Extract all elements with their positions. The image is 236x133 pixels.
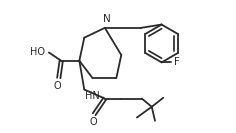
Text: O: O [53, 81, 61, 91]
Text: N: N [103, 14, 111, 24]
Text: HN: HN [85, 91, 100, 101]
Text: HO: HO [30, 47, 45, 57]
Text: O: O [89, 117, 97, 128]
Text: F: F [174, 57, 180, 67]
